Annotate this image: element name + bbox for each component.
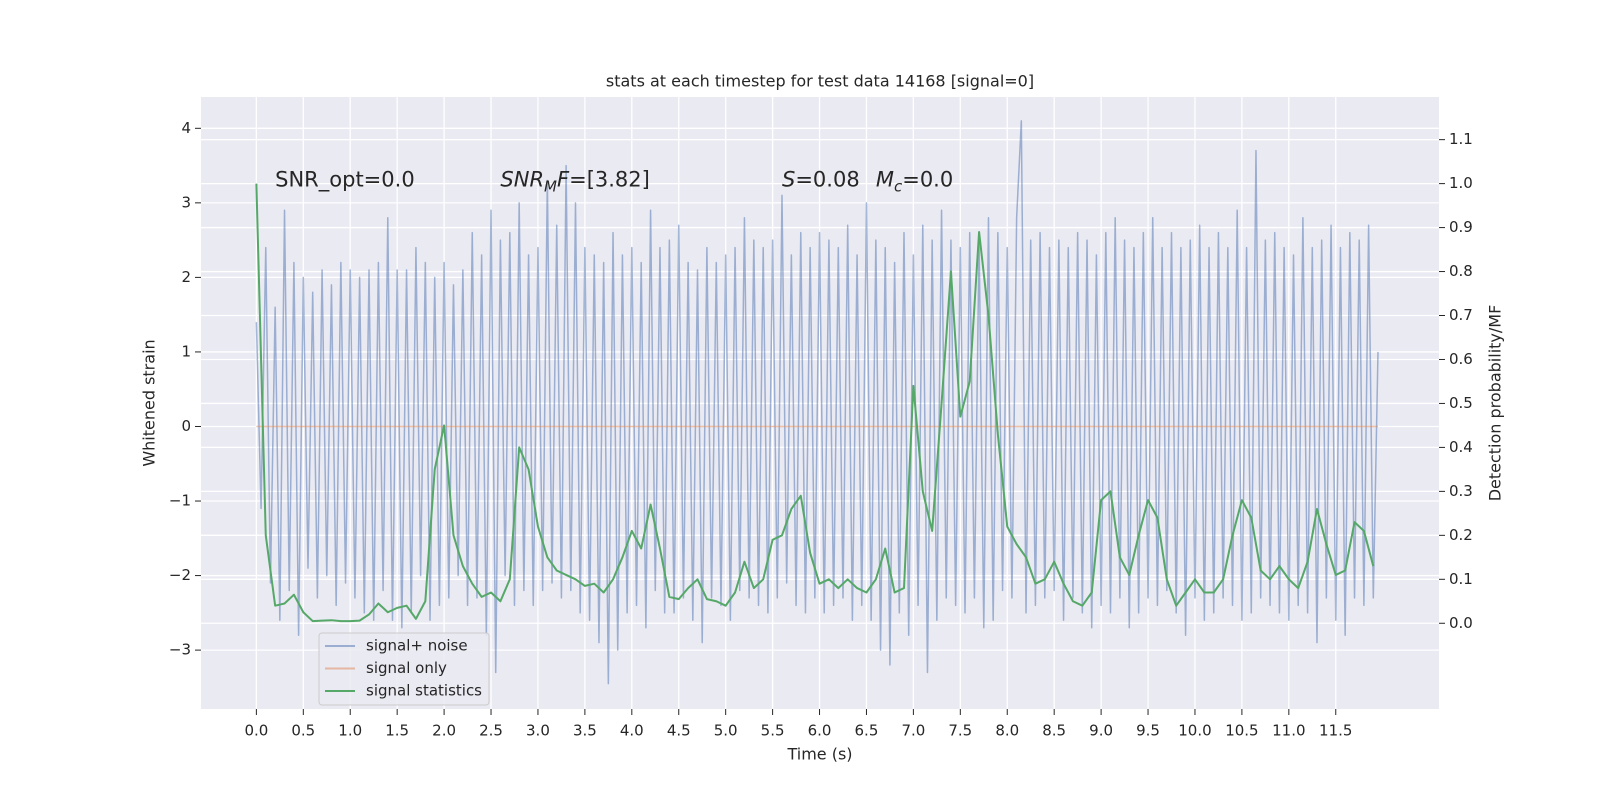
x-tick-label: 9.0 bbox=[1089, 722, 1113, 740]
annotation: SNR_opt=0.0 bbox=[275, 167, 415, 192]
x-tick-label: 0.5 bbox=[291, 722, 315, 740]
series-line bbox=[255, 120, 1379, 685]
y2-tick-label: 1.1 bbox=[1449, 130, 1473, 148]
x-tick-label: 5.5 bbox=[761, 722, 785, 740]
annotation-part: SNR_opt=0.0 bbox=[275, 167, 415, 192]
x-tick-label: 6.5 bbox=[855, 722, 879, 740]
x-tick-label: 3.5 bbox=[573, 722, 597, 740]
x-tick-label: 5.0 bbox=[714, 722, 738, 740]
y-tick-label: 0 bbox=[181, 417, 191, 435]
x-tick-label: 10.0 bbox=[1178, 722, 1211, 740]
y-tick-label: −2 bbox=[169, 566, 191, 584]
legend: signal+ noise signal only signal statistic… bbox=[318, 632, 490, 706]
x-tick-label: 7.5 bbox=[948, 722, 972, 740]
x-tick-label: 0.0 bbox=[244, 722, 268, 740]
x-tick-label: 1.0 bbox=[338, 722, 362, 740]
y-tick-label: 4 bbox=[181, 119, 191, 137]
x-tick-label: 11.0 bbox=[1272, 722, 1305, 740]
legend-label: signal statistics bbox=[366, 682, 482, 700]
annotation-part: F bbox=[557, 167, 570, 191]
legend-box bbox=[318, 632, 490, 706]
y2-tick-label: 0.4 bbox=[1449, 438, 1473, 456]
y2-tick-label: 0.1 bbox=[1449, 570, 1473, 588]
y2-tick-label: 0.9 bbox=[1449, 218, 1473, 236]
series-line bbox=[255, 183, 1375, 623]
x-tick-label: 8.0 bbox=[995, 722, 1019, 740]
annotation-part: =0.0 bbox=[902, 167, 953, 191]
y2-tick-label: 0.7 bbox=[1449, 306, 1473, 324]
x-tick-label: 2.5 bbox=[479, 722, 503, 740]
x-tick-label: 3.0 bbox=[526, 722, 550, 740]
y-tick-label: 3 bbox=[181, 193, 191, 211]
x-tick-label: 11.5 bbox=[1319, 722, 1352, 740]
x-tick-label: 1.5 bbox=[385, 722, 409, 740]
y2-tick-label: 0.0 bbox=[1449, 614, 1473, 632]
y-tick-label: −3 bbox=[169, 641, 191, 659]
annotation-part: c bbox=[894, 177, 903, 195]
y2-tick-label: 1.0 bbox=[1449, 174, 1473, 192]
y2-tick-label: 0.8 bbox=[1449, 262, 1473, 280]
annotation-part: SNR bbox=[500, 167, 544, 191]
y2-tick-label: 0.3 bbox=[1449, 482, 1473, 500]
annotation-part: =0.08 bbox=[795, 167, 859, 191]
annotation: Mc=0.0 bbox=[876, 167, 953, 195]
annotation-part: M bbox=[876, 167, 894, 191]
x-tick-label: 10.5 bbox=[1225, 722, 1258, 740]
x-tick-label: 9.5 bbox=[1136, 722, 1160, 740]
y2-tick-label: 0.2 bbox=[1449, 526, 1473, 544]
annotation: SNRMF=[3.82] bbox=[500, 167, 649, 195]
y2-tick-label: 0.6 bbox=[1449, 350, 1473, 368]
y2-axis-label: Detection probability/MF bbox=[1486, 305, 1505, 502]
legend-label: signal only bbox=[366, 659, 447, 677]
chart-title: stats at each timestep for test data 141… bbox=[606, 72, 1034, 91]
y2-tick-label: 0.5 bbox=[1449, 394, 1473, 412]
y-tick-label: 2 bbox=[181, 268, 191, 286]
annotation: S=0.08 bbox=[782, 167, 860, 191]
x-tick-label: 4.5 bbox=[667, 722, 691, 740]
annotation-part: =[3.82] bbox=[569, 167, 650, 191]
y-axis-label: Whitened strain bbox=[140, 339, 159, 466]
x-tick-label: 7.0 bbox=[901, 722, 925, 740]
x-tick-label: 4.0 bbox=[620, 722, 644, 740]
x-tick-label: 8.5 bbox=[1042, 722, 1066, 740]
x-axis-label: Time (s) bbox=[786, 745, 852, 764]
x-tick-label: 2.0 bbox=[432, 722, 456, 740]
annotation-part: S bbox=[782, 167, 795, 191]
legend-label: signal+ noise bbox=[366, 637, 468, 655]
x-tick-label: 6.0 bbox=[808, 722, 832, 740]
annotation-part: M bbox=[544, 177, 557, 195]
y-tick-label: 1 bbox=[181, 342, 191, 360]
y-tick-label: −1 bbox=[169, 492, 191, 510]
